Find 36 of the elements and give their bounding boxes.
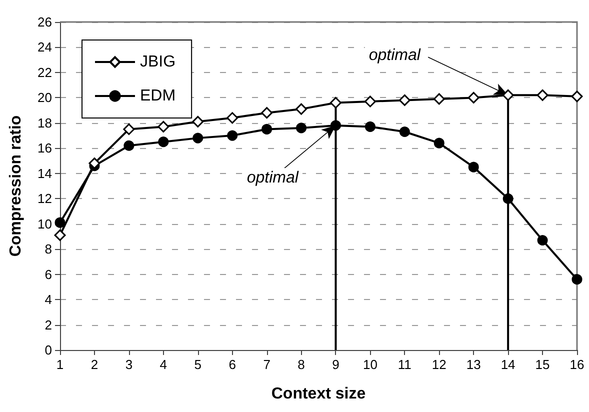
x-tick-label: 11 xyxy=(398,357,412,372)
y-tick-label: 22 xyxy=(38,64,52,80)
x-tick-label: 3 xyxy=(125,357,133,372)
y-tick-label: 0 xyxy=(44,342,52,358)
y-tick-label: 2 xyxy=(44,317,52,332)
x-tick-label: 7 xyxy=(263,357,270,372)
y-tick-label: 20 xyxy=(38,90,52,106)
y-tick-label: 26 xyxy=(38,14,52,30)
legend-label: EDM xyxy=(140,88,176,104)
y-tick-label: 16 xyxy=(38,140,52,156)
x-tick-label: 13 xyxy=(466,357,481,372)
y-tick-label: 14 xyxy=(38,166,52,181)
x-tick-label: 9 xyxy=(332,357,340,372)
legend-label: JBIG xyxy=(140,54,176,70)
y-tick-label: 12 xyxy=(38,191,52,206)
x-axis-title: Context size xyxy=(271,386,366,402)
x-tick-label: 8 xyxy=(298,357,305,372)
x-tick-label: 1 xyxy=(56,357,64,372)
y-tick-label: 8 xyxy=(44,242,52,257)
x-tick-label: 15 xyxy=(535,357,550,372)
x-tick-label: 12 xyxy=(432,357,446,372)
x-tick-label: 10 xyxy=(362,357,378,372)
y-tick-label: 10 xyxy=(38,216,52,232)
x-tick-label: 6 xyxy=(228,357,236,372)
y-tick-label: 24 xyxy=(38,40,52,55)
x-tick-label: 2 xyxy=(90,357,98,372)
annotation: optimal xyxy=(368,46,421,64)
x-tick-label: 16 xyxy=(570,357,584,372)
x-tick-label: 4 xyxy=(160,357,168,372)
y-axis-title: Compression ratio xyxy=(8,115,24,257)
x-tick-label: 5 xyxy=(194,357,202,372)
y-tick-label: 6 xyxy=(44,266,52,282)
y-tick-label: 4 xyxy=(44,292,52,308)
annotation: optimal xyxy=(246,170,299,187)
x-tick-label: 14 xyxy=(500,357,516,372)
y-tick-label: 18 xyxy=(38,115,52,130)
